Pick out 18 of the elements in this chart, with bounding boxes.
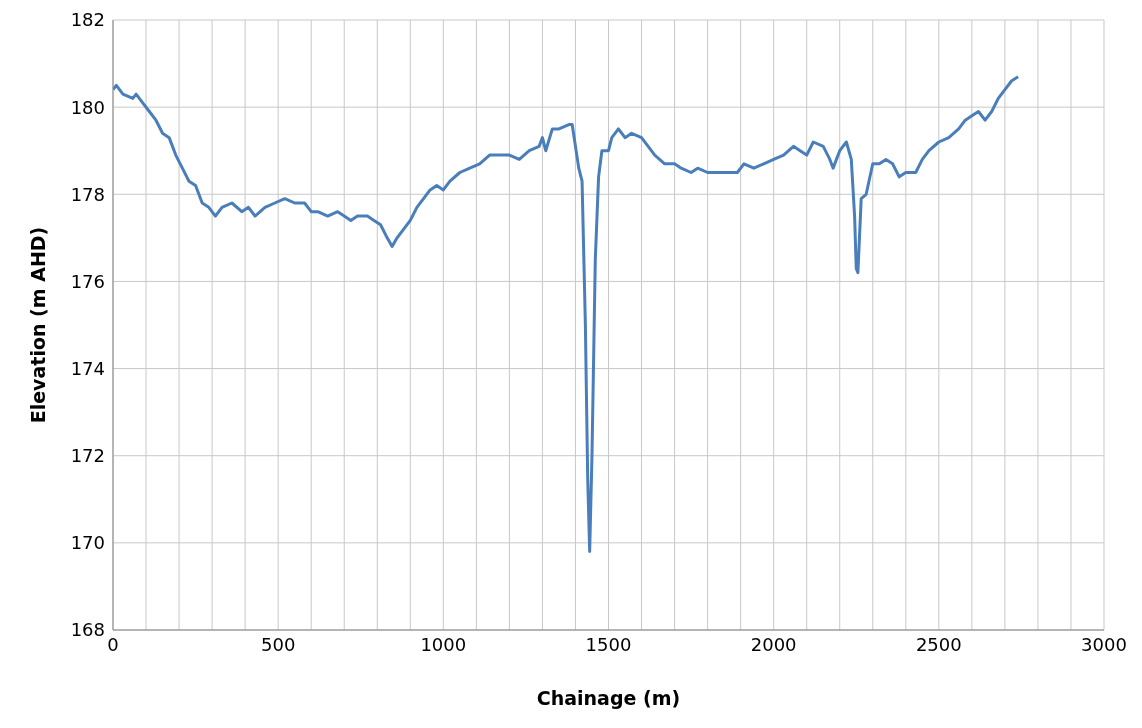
y-tick-label: 172 [70, 445, 105, 467]
x-tick-label: 1500 [585, 633, 632, 655]
x-tick-label: 2000 [750, 633, 797, 655]
y-tick-label: 182 [70, 9, 105, 31]
y-tick-label: 174 [70, 357, 105, 379]
x-tick-label: 2500 [915, 633, 962, 655]
y-tick-label: 178 [70, 183, 105, 205]
y-tick-label: 180 [70, 96, 105, 118]
x-tick-label: 0 [107, 633, 119, 655]
x-tick-label: 500 [260, 633, 296, 655]
y-tick-label: 176 [70, 270, 105, 292]
x-tick-label: 3000 [1081, 633, 1127, 655]
line-series [113, 75, 1020, 554]
x-tick-label: 1000 [420, 633, 467, 655]
y-tick-label: 168 [70, 619, 105, 641]
y-tick-label: 170 [70, 532, 105, 554]
x-axis-title: Chainage (m) [536, 687, 681, 709]
y-axis-title: Elevation (m AHD) [26, 226, 49, 424]
